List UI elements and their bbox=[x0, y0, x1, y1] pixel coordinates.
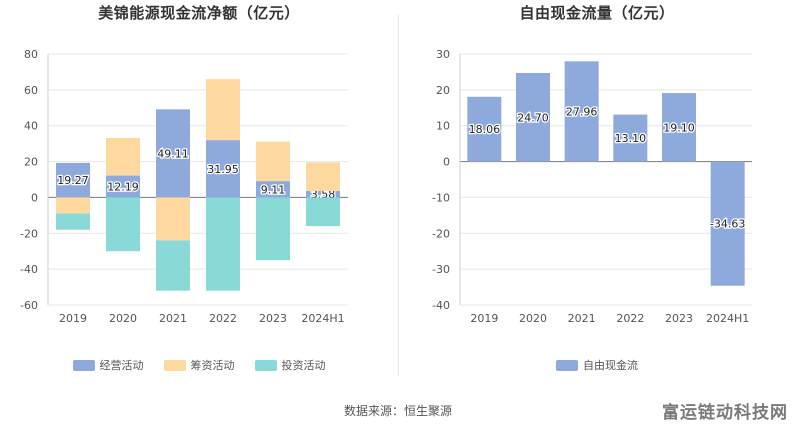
legend-item[interactable]: 经营活动 bbox=[72, 357, 144, 373]
bar-投资活动-2019 bbox=[56, 213, 90, 230]
bar-投资活动-2023 bbox=[256, 197, 290, 261]
y-tick-label: 60 bbox=[24, 84, 38, 97]
data-label: 12.19 bbox=[107, 181, 139, 194]
legend-swatch bbox=[556, 359, 578, 371]
bar-筹资活动-2022 bbox=[206, 79, 240, 141]
right-chart-svg: 30 20 10 0 -10 -20 -30 -40 18.06 2019 24.70 2020 27.… bbox=[432, 48, 752, 325]
y-tick-label: -40 bbox=[20, 263, 38, 276]
bar-经营活动-2024H1 bbox=[306, 191, 340, 198]
legend-swatch bbox=[72, 359, 95, 371]
bar-自由现金流-2021 bbox=[564, 61, 599, 162]
bar-自由现金流-2020 bbox=[516, 73, 550, 162]
legend-item[interactable]: 投资活动 bbox=[254, 357, 326, 373]
y-tick-label: -60 bbox=[20, 299, 38, 312]
data-label: 13.10 bbox=[615, 132, 647, 145]
bar-投资活动-2020 bbox=[106, 197, 140, 252]
y-tick-label: -40 bbox=[432, 299, 450, 312]
left-chart-panel: 美锦能源现金流净额（亿元） 80 60 40 20 0 -20 -40 -60 19.27 201… bbox=[0, 0, 398, 392]
bar-筹资活动-2021 bbox=[156, 197, 190, 241]
x-tick-label: 2024H1 bbox=[706, 312, 749, 325]
x-tick-label: 2023 bbox=[259, 312, 287, 325]
legend-swatch bbox=[163, 359, 186, 371]
legend-item[interactable]: 筹资活动 bbox=[163, 357, 235, 373]
bar-自由现金流-2022 bbox=[613, 114, 648, 162]
panel-divider bbox=[398, 14, 399, 376]
bar-筹资活动-2019 bbox=[56, 197, 90, 214]
left-chart-svg: 80 60 40 20 0 -20 -40 -60 19.27 2019 12.19 2020 49.1… bbox=[20, 48, 348, 325]
x-tick-label: 2023 bbox=[665, 312, 693, 325]
y-tick-label: 30 bbox=[436, 48, 450, 61]
x-tick-label: 2022 bbox=[209, 312, 237, 325]
data-label: 27.96 bbox=[566, 105, 598, 118]
legend-swatch bbox=[254, 359, 277, 371]
y-tick-label: 0 bbox=[443, 156, 450, 169]
data-label: 9.11 bbox=[261, 183, 286, 196]
y-tick-label: 20 bbox=[24, 156, 38, 169]
data-label: 19.27 bbox=[57, 174, 89, 187]
bar-经营活动-2023 bbox=[256, 181, 290, 198]
y-tick-label: 20 bbox=[436, 84, 450, 97]
y-tick-label: 40 bbox=[24, 120, 38, 133]
bar-投资活动-2024H1 bbox=[306, 197, 340, 227]
bar-经营活动-2019 bbox=[56, 162, 90, 198]
right-chart-panel: 自由现金流量（亿元） 30 20 10 0 -10 -20 -30 -40 18.06 2019 2… bbox=[398, 0, 796, 392]
data-label: 24.70 bbox=[517, 111, 549, 124]
data-label: 31.95 bbox=[207, 163, 239, 176]
legend-label: 经营活动 bbox=[99, 359, 144, 372]
legend-label: 投资活动 bbox=[281, 359, 326, 372]
bar-筹资活动-2024H1 bbox=[306, 162, 340, 192]
bar-自由现金流-2024H1 bbox=[710, 161, 745, 286]
left-chart-title: 美锦能源现金流净额（亿元） bbox=[98, 4, 300, 22]
bar-自由现金流-2019 bbox=[467, 96, 502, 162]
y-tick-label: 0 bbox=[31, 191, 38, 204]
data-source-note: 数据来源：恒生聚源 bbox=[343, 404, 452, 418]
data-label: 18.06 bbox=[469, 123, 501, 136]
y-tick-label: -20 bbox=[432, 227, 450, 240]
bar-经营活动-2022 bbox=[206, 140, 240, 198]
x-tick-label: 2021 bbox=[568, 312, 596, 325]
left-chart-legend: 经营活动 筹资活动 投资活动 bbox=[0, 357, 398, 373]
x-tick-label: 2021 bbox=[159, 312, 187, 325]
x-tick-label: 2020 bbox=[519, 312, 547, 325]
data-label: 19.10 bbox=[663, 121, 695, 134]
y-tick-label: -20 bbox=[20, 227, 38, 240]
legend-label: 筹资活动 bbox=[190, 359, 235, 372]
legend-item[interactable]: 自由现金流 bbox=[556, 357, 638, 373]
bar-投资活动-2021 bbox=[156, 240, 190, 291]
bar-自由现金流-2023 bbox=[662, 93, 696, 162]
y-tick-label: -10 bbox=[432, 191, 450, 204]
right-chart-title: 自由现金流量（亿元） bbox=[519, 4, 675, 22]
data-label: -34.63 bbox=[710, 218, 745, 231]
bar-筹资活动-2023 bbox=[256, 141, 290, 182]
right-chart-legend: 自由现金流 bbox=[398, 357, 796, 373]
y-tick-label: 80 bbox=[24, 48, 38, 61]
x-tick-label: 2019 bbox=[470, 312, 498, 325]
data-label: 49.11 bbox=[157, 147, 189, 160]
x-tick-label: 2024H1 bbox=[301, 312, 344, 325]
x-tick-label: 2022 bbox=[616, 312, 644, 325]
bar-投资活动-2022 bbox=[206, 197, 240, 291]
bar-经营活动-2021 bbox=[156, 109, 190, 198]
legend-label: 自由现金流 bbox=[583, 359, 638, 372]
bar-筹资活动-2020 bbox=[106, 137, 140, 176]
x-tick-label: 2019 bbox=[59, 312, 87, 325]
y-tick-label: -30 bbox=[432, 263, 450, 276]
bar-经营活动-2020 bbox=[106, 175, 140, 198]
y-tick-label: 10 bbox=[436, 120, 450, 133]
x-tick-label: 2020 bbox=[109, 312, 137, 325]
site-watermark: 富运链动科技网 bbox=[662, 403, 788, 423]
